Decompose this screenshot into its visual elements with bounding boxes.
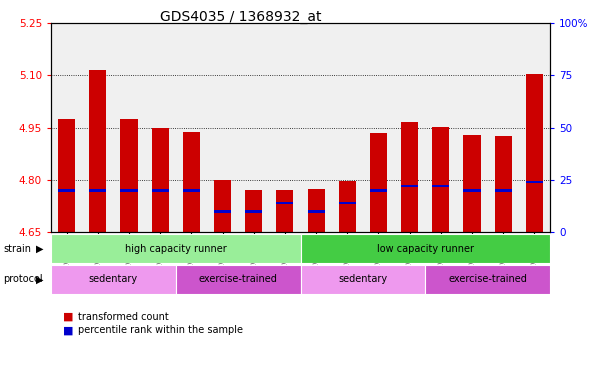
Bar [276, 202, 293, 204]
Text: strain: strain [3, 243, 31, 254]
Bar [401, 122, 418, 232]
Text: low capacity runner: low capacity runner [377, 243, 474, 254]
Bar [432, 185, 450, 187]
Bar [300, 265, 426, 294]
Bar [120, 189, 138, 192]
Text: ▶: ▶ [36, 243, 43, 254]
Bar [245, 210, 262, 213]
Text: GDS4035 / 1368932_at: GDS4035 / 1368932_at [160, 10, 321, 23]
Bar [183, 132, 200, 232]
Bar [120, 119, 138, 232]
Bar [214, 210, 231, 213]
Bar [51, 265, 176, 294]
Bar [432, 127, 450, 232]
Bar [90, 70, 106, 232]
Bar [370, 189, 387, 192]
Text: high capacity runner: high capacity runner [125, 243, 227, 254]
Text: sedentary: sedentary [89, 274, 138, 285]
Text: ■: ■ [63, 325, 73, 335]
Bar [214, 180, 231, 232]
Bar [401, 185, 418, 187]
Bar [151, 128, 169, 232]
Bar [426, 265, 550, 294]
Text: protocol: protocol [3, 274, 43, 285]
Bar [495, 189, 511, 192]
Bar [176, 265, 300, 294]
Bar [339, 181, 356, 232]
Bar [526, 181, 543, 183]
Bar [245, 190, 262, 232]
Text: transformed count: transformed count [78, 312, 169, 322]
Bar [526, 74, 543, 232]
Text: exercise-trained: exercise-trained [199, 274, 278, 285]
Bar [463, 135, 481, 232]
Bar [58, 189, 75, 192]
Bar [300, 234, 550, 263]
Bar [151, 189, 169, 192]
Bar [58, 119, 75, 232]
Bar [90, 189, 106, 192]
Bar [51, 234, 300, 263]
Bar [370, 133, 387, 232]
Bar [463, 189, 481, 192]
Bar [495, 136, 511, 232]
Bar [183, 189, 200, 192]
Bar [308, 210, 325, 213]
Bar [308, 189, 325, 232]
Text: sedentary: sedentary [338, 274, 388, 285]
Text: ▶: ▶ [36, 274, 43, 285]
Bar [339, 202, 356, 204]
Text: exercise-trained: exercise-trained [448, 274, 527, 285]
Text: ■: ■ [63, 312, 73, 322]
Bar [276, 190, 293, 232]
Text: percentile rank within the sample: percentile rank within the sample [78, 325, 243, 335]
